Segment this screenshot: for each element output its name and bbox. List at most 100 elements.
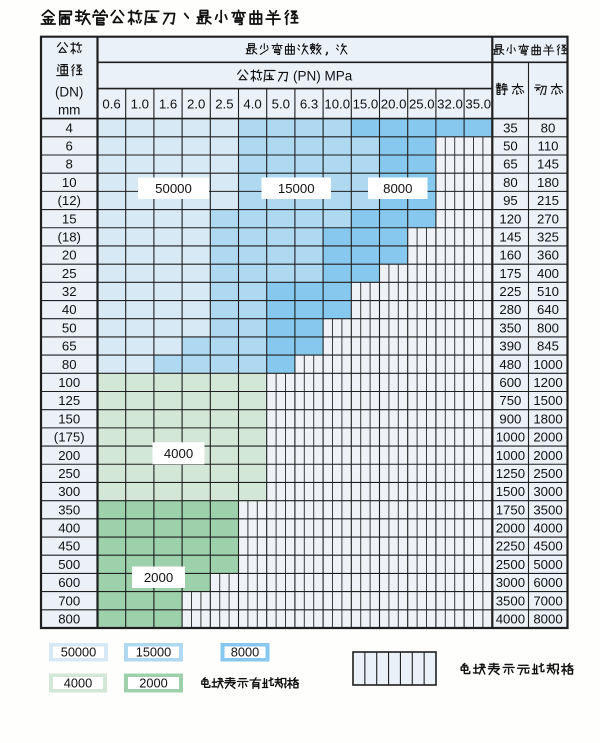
svg-text:4000: 4000 [533, 521, 562, 536]
svg-text:25: 25 [62, 266, 77, 281]
svg-text:500: 500 [58, 557, 80, 572]
svg-text:510: 510 [537, 284, 559, 299]
svg-text:50000: 50000 [61, 645, 97, 660]
svg-text:160: 160 [499, 248, 521, 263]
svg-text:2.5: 2.5 [215, 96, 233, 111]
svg-text:3500: 3500 [496, 593, 525, 608]
svg-text:145: 145 [537, 157, 559, 172]
svg-text:8000: 8000 [383, 181, 412, 196]
svg-text:35: 35 [503, 120, 518, 135]
svg-text:180: 180 [537, 175, 559, 190]
svg-text:3500: 3500 [533, 502, 562, 517]
svg-text:65: 65 [62, 339, 77, 354]
svg-text:600: 600 [58, 575, 80, 590]
svg-text:400: 400 [58, 521, 80, 536]
svg-text:150: 150 [58, 411, 80, 426]
svg-text:15.0: 15.0 [353, 96, 379, 111]
svg-text:80: 80 [503, 175, 518, 190]
svg-text:110: 110 [537, 139, 558, 154]
svg-text:50000: 50000 [155, 181, 192, 196]
svg-text:2000: 2000 [144, 570, 173, 585]
svg-text:640: 640 [537, 302, 559, 317]
svg-text:(175): (175) [54, 430, 85, 445]
svg-text:1250: 1250 [496, 466, 525, 481]
svg-text:7000: 7000 [533, 593, 562, 608]
svg-text:4000: 4000 [496, 612, 525, 627]
svg-text:350: 350 [58, 502, 80, 517]
svg-text:1750: 1750 [496, 502, 525, 517]
svg-text:6.3: 6.3 [300, 96, 318, 111]
svg-text:1000: 1000 [496, 448, 525, 463]
svg-text:25.0: 25.0 [409, 96, 435, 111]
svg-text:2250: 2250 [496, 539, 525, 554]
svg-text:1500: 1500 [496, 484, 525, 499]
svg-text:(PN) MPa: (PN) MPa [293, 68, 353, 83]
svg-text:390: 390 [499, 339, 521, 354]
svg-text:2000: 2000 [496, 521, 525, 536]
svg-text:5.0: 5.0 [272, 96, 290, 111]
svg-text:300: 300 [58, 484, 80, 499]
svg-text:15000: 15000 [136, 645, 172, 660]
svg-text:450: 450 [58, 539, 80, 554]
svg-text:1000: 1000 [533, 357, 562, 372]
svg-text:2500: 2500 [533, 466, 562, 481]
svg-text:20: 20 [62, 248, 77, 263]
svg-text:125: 125 [58, 393, 80, 408]
svg-text:800: 800 [58, 612, 80, 627]
svg-text:10.0: 10.0 [324, 96, 350, 111]
svg-text:4000: 4000 [64, 675, 92, 690]
svg-text:750: 750 [499, 393, 521, 408]
svg-text:32: 32 [62, 284, 77, 299]
svg-text:900: 900 [499, 411, 521, 426]
svg-text:80: 80 [62, 357, 77, 372]
svg-text:(DN): (DN) [55, 85, 84, 100]
svg-text:280: 280 [499, 302, 521, 317]
svg-text:600: 600 [499, 375, 521, 390]
svg-text:200: 200 [58, 448, 80, 463]
svg-text:8: 8 [66, 157, 73, 172]
svg-text:100: 100 [58, 375, 80, 390]
svg-text:360: 360 [537, 248, 559, 263]
svg-text:1.6: 1.6 [159, 96, 177, 111]
svg-text:2000: 2000 [533, 430, 562, 445]
svg-text:175: 175 [499, 266, 521, 281]
svg-text:0.6: 0.6 [102, 96, 120, 111]
svg-text:6: 6 [66, 139, 73, 154]
svg-text:65: 65 [503, 157, 518, 172]
svg-text:350: 350 [499, 320, 521, 335]
svg-text:400: 400 [537, 266, 559, 281]
svg-text:15000: 15000 [278, 181, 315, 196]
svg-text:4: 4 [66, 120, 73, 135]
svg-text:3000: 3000 [533, 484, 562, 499]
svg-text:225: 225 [499, 284, 521, 299]
svg-text:1000: 1000 [496, 430, 525, 445]
svg-text:215: 215 [537, 193, 559, 208]
svg-text:mm: mm [58, 103, 81, 118]
svg-text:40: 40 [62, 302, 77, 317]
svg-text:800: 800 [537, 320, 559, 335]
svg-text:8000: 8000 [533, 612, 562, 627]
svg-text:20.0: 20.0 [381, 96, 407, 111]
svg-text:270: 270 [537, 211, 559, 226]
svg-text:(18): (18) [57, 230, 80, 245]
svg-text:2000: 2000 [533, 448, 562, 463]
svg-text:120: 120 [499, 211, 521, 226]
svg-text:2.0: 2.0 [187, 96, 205, 111]
svg-text:35.0: 35.0 [465, 96, 491, 111]
svg-text:50: 50 [62, 320, 77, 335]
svg-text:700: 700 [58, 593, 80, 608]
svg-text:32.0: 32.0 [437, 96, 463, 111]
svg-text:4000: 4000 [164, 446, 193, 461]
svg-text:95: 95 [503, 193, 518, 208]
svg-text:845: 845 [537, 339, 559, 354]
svg-text:10: 10 [62, 175, 77, 190]
svg-text:1800: 1800 [533, 411, 562, 426]
svg-text:2000: 2000 [139, 675, 167, 690]
svg-text:(12): (12) [57, 193, 80, 208]
svg-text:50: 50 [503, 139, 518, 154]
svg-text:4500: 4500 [533, 539, 562, 554]
svg-text:480: 480 [499, 357, 521, 372]
svg-text:80: 80 [541, 120, 556, 135]
svg-text:1500: 1500 [533, 393, 562, 408]
svg-text:325: 325 [537, 230, 559, 245]
